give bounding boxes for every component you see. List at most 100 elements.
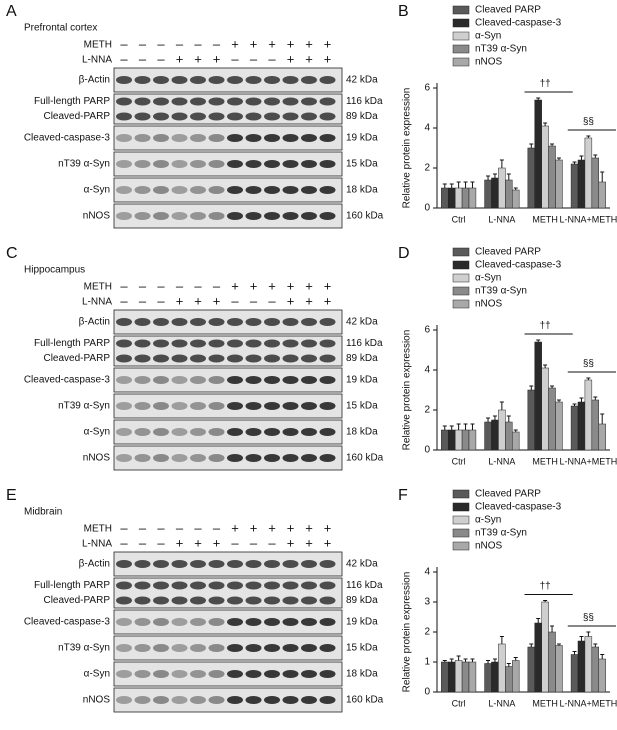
blot-band: [301, 696, 317, 704]
blot-band: [264, 428, 280, 436]
blot-size: 18 kDa: [346, 185, 378, 196]
blot-label: nNOS: [83, 453, 111, 464]
bar: [598, 423, 606, 451]
treatment-sign: –: [120, 36, 128, 51]
blot-band: [153, 696, 169, 704]
blot-band: [190, 212, 206, 220]
bar: [441, 429, 449, 451]
x-tick-label: Ctrl: [452, 698, 466, 708]
blot-band: [208, 670, 225, 678]
blot-band: [282, 186, 299, 194]
treatment-sign: +: [250, 520, 258, 535]
blot-band: [319, 376, 336, 384]
blot-band: [319, 581, 336, 590]
legend-label: nNOS: [475, 299, 503, 310]
blot-band: [282, 376, 299, 384]
blot-band: [301, 212, 317, 220]
legend-swatch: [452, 541, 470, 551]
y-axis-label: Relative protein expression: [402, 572, 413, 693]
legend-label: Cleaved PARP: [475, 247, 541, 258]
bar: [491, 661, 499, 693]
blot-band: [190, 186, 206, 194]
blot-size: 19 kDa: [346, 617, 378, 628]
blot-band: [171, 596, 188, 605]
blot-size: 116 kDa: [346, 338, 383, 349]
x-tick-label: Ctrl: [452, 456, 466, 466]
bar: [548, 387, 556, 451]
blot-band: [301, 560, 317, 568]
treatment-sign: +: [287, 293, 295, 308]
treatment-sign: –: [231, 535, 239, 550]
bar: [461, 661, 470, 693]
legend-label: α-Syn: [475, 515, 501, 526]
blot-band: [153, 670, 169, 678]
treatment-sign: –: [120, 535, 128, 550]
bar: [577, 159, 586, 209]
blot-band: [227, 112, 243, 121]
bar: [591, 399, 600, 451]
treatment-sign: +: [194, 535, 202, 550]
blot-band: [227, 696, 243, 704]
treatment-sign: +: [324, 278, 332, 293]
blot-band: [245, 696, 262, 704]
bar: [591, 157, 600, 209]
blot-band: [208, 560, 225, 568]
x-tick-label: L-NNA: [488, 214, 515, 224]
legend-swatch: [452, 31, 470, 41]
blot-band: [171, 428, 188, 436]
blot-band: [245, 134, 262, 142]
blot-band: [301, 581, 317, 590]
y-tick-label: 4: [424, 365, 430, 376]
legend-swatch: [452, 489, 470, 499]
bar: [454, 187, 463, 209]
legend-swatch: [452, 286, 470, 296]
panel-letter: D: [398, 245, 410, 262]
blot-band: [301, 76, 317, 84]
y-axis-label: Relative protein expression: [402, 88, 413, 209]
blot-band: [282, 160, 299, 168]
blot-band: [171, 376, 188, 384]
bar: [468, 661, 477, 693]
blot-band: [116, 402, 132, 410]
blot-band: [245, 354, 262, 363]
blot-band: [319, 339, 336, 348]
blot-band: [116, 618, 132, 626]
treatment-name: METH: [84, 40, 112, 51]
bar: [527, 646, 535, 693]
legend-swatch: [452, 57, 470, 67]
treatment-sign: +: [305, 293, 313, 308]
bar: [512, 431, 520, 451]
blot-band: [171, 339, 188, 348]
bar: [534, 622, 542, 693]
treatment-sign: +: [176, 535, 184, 550]
blot-band: [264, 318, 280, 326]
bar: [484, 421, 492, 451]
blot-band: [264, 696, 280, 704]
blot-label: nT39 α-Syn: [58, 401, 110, 412]
blot-band: [245, 618, 262, 626]
blot-band: [134, 670, 151, 678]
blot-band: [171, 670, 188, 678]
bar: [555, 401, 563, 451]
blot-label: Cleaved-PARP: [43, 111, 110, 122]
blot-band: [153, 97, 169, 106]
treatment-name: METH: [84, 282, 112, 293]
blot-band: [190, 318, 206, 326]
blot-band: [282, 354, 299, 363]
blot-band: [190, 354, 206, 363]
treatment-sign: +: [324, 36, 332, 51]
blot-band: [301, 428, 317, 436]
blot-band: [264, 212, 280, 220]
blot-band: [153, 428, 169, 436]
blot-band: [245, 428, 262, 436]
blot-band: [171, 402, 188, 410]
blot-band: [153, 560, 169, 568]
blot-band: [282, 339, 299, 348]
blot-band: [301, 186, 317, 194]
blot-band: [319, 354, 336, 363]
blot-band: [245, 596, 262, 605]
treatment-sign: +: [305, 36, 313, 51]
legend-swatch: [452, 273, 470, 283]
blot-band: [319, 212, 336, 220]
legend-label: Cleaved-caspase-3: [475, 18, 562, 29]
